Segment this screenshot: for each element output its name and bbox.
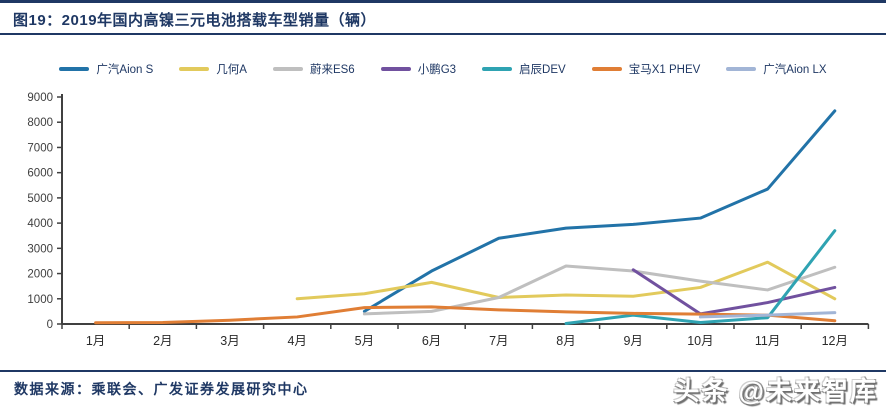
- y-tick-label: 8000: [27, 117, 53, 129]
- legend-item-6: 广汽Aion LX: [726, 61, 827, 77]
- legend-item-0: 广汽Aion S: [59, 61, 153, 77]
- legend-label: 几何A: [216, 64, 247, 76]
- legend-line-swatch: [59, 67, 90, 71]
- series-line-1: [295, 260, 837, 301]
- legend-label: 宝马X1 PHEV: [628, 64, 701, 76]
- title-divider-rule: [0, 33, 886, 35]
- y-tick-label: 7000: [27, 142, 53, 154]
- y-tick-label: 0: [47, 319, 53, 331]
- series-line-6: [698, 311, 837, 319]
- legend-line-swatch: [272, 67, 303, 71]
- x-tick-label: 6月: [422, 334, 441, 348]
- legend-label: 广汽Aion LX: [763, 64, 827, 76]
- y-tick-label: 9000: [27, 92, 53, 104]
- legend-label: 小鹏G3: [417, 64, 457, 76]
- x-tick-label: 4月: [287, 334, 306, 348]
- x-tick-label: 1月: [86, 334, 105, 348]
- x-tick-label: 10月: [687, 334, 713, 348]
- bottom-border-rule: [0, 370, 886, 372]
- legend-label: 启辰DEV: [519, 64, 566, 76]
- legend-item-2: 蔚来ES6: [272, 61, 355, 77]
- x-tick-label: 9月: [623, 334, 642, 348]
- legend-label: 广汽Aion S: [96, 64, 154, 76]
- series-line-5: [94, 305, 837, 325]
- x-tick-label: 8月: [556, 334, 575, 348]
- series-line-0: [362, 109, 837, 313]
- x-tick-label: 7月: [489, 334, 508, 348]
- legend-line-swatch: [380, 67, 411, 71]
- y-tick-label: 4000: [27, 218, 53, 230]
- y-tick-label: 1000: [27, 294, 53, 306]
- figure-title: 图19：2019年国内高镍三元电池搭载车型销量（辆）: [13, 12, 377, 29]
- x-tick-label: 11月: [755, 334, 780, 348]
- legend-item-3: 小鹏G3: [380, 61, 457, 77]
- legend-item-5: 宝马X1 PHEV: [591, 61, 701, 77]
- series-line-3: [631, 268, 837, 316]
- legend-line-swatch: [179, 67, 210, 71]
- x-tick-label: 2月: [153, 334, 172, 348]
- legend-item-4: 启辰DEV: [482, 61, 566, 77]
- y-tick-label: 6000: [27, 168, 53, 180]
- y-tick-label: 2000: [27, 269, 53, 281]
- legend-label: 蔚来ES6: [309, 64, 355, 76]
- chart-legend: 广汽Aion S 几何A 蔚来ES6 小鹏G3 启辰DEV 宝马X1 PHEV 广汽Aion…: [0, 61, 886, 77]
- legend-line-swatch: [726, 67, 757, 71]
- y-tick-label: 3000: [27, 243, 53, 255]
- y-tick-label: 5000: [27, 193, 53, 205]
- series-line-4: [564, 229, 837, 325]
- x-tick-label: 3月: [220, 334, 239, 348]
- top-border-rule: [0, 0, 886, 3]
- watermark-text: 头条 @未来智库: [673, 376, 878, 406]
- data-source-note: 数据来源：乘联会、广发证券发展研究中心: [14, 383, 309, 398]
- x-tick-label: 5月: [355, 334, 374, 348]
- legend-line-swatch: [591, 67, 622, 71]
- x-tick-label: 12月: [822, 334, 848, 348]
- legend-item-1: 几何A: [179, 61, 247, 77]
- legend-line-swatch: [482, 67, 513, 71]
- series-line-2: [362, 264, 837, 316]
